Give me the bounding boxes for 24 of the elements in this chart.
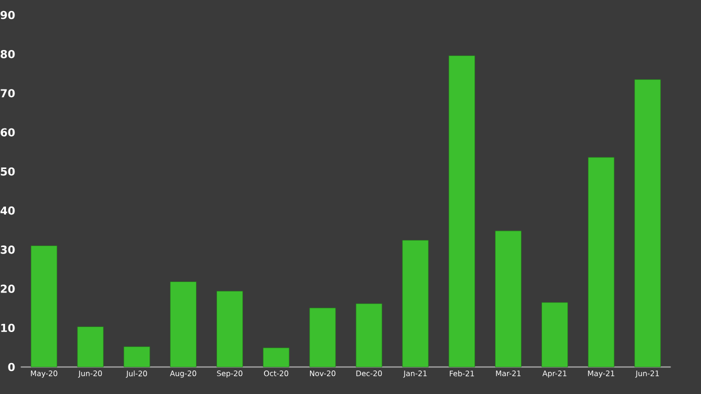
y-tick-label: 40 [0,206,15,215]
bar [542,302,568,368]
bar [124,346,150,368]
y-tick-label: 70 [0,89,15,98]
bar [356,303,382,368]
bar [402,240,429,368]
bar [170,282,196,368]
y-tick-label: 60 [0,128,15,136]
bar [448,55,476,368]
bar [634,79,661,368]
y-tick-label: 50 [0,167,15,176]
bar [262,348,290,368]
bar [309,308,336,368]
y-tick-label: 30 [0,246,15,254]
y-tick-label: 20 [0,284,15,293]
bar [216,290,243,368]
y-tick-label: 80 [0,50,15,58]
bar [77,326,104,368]
bar [588,157,614,368]
y-tick-label: 10 [1,324,15,332]
y-tick-label: 0 [8,362,15,372]
bar [495,230,522,368]
bar [30,246,58,368]
y-tick-label: 90 [0,10,15,20]
